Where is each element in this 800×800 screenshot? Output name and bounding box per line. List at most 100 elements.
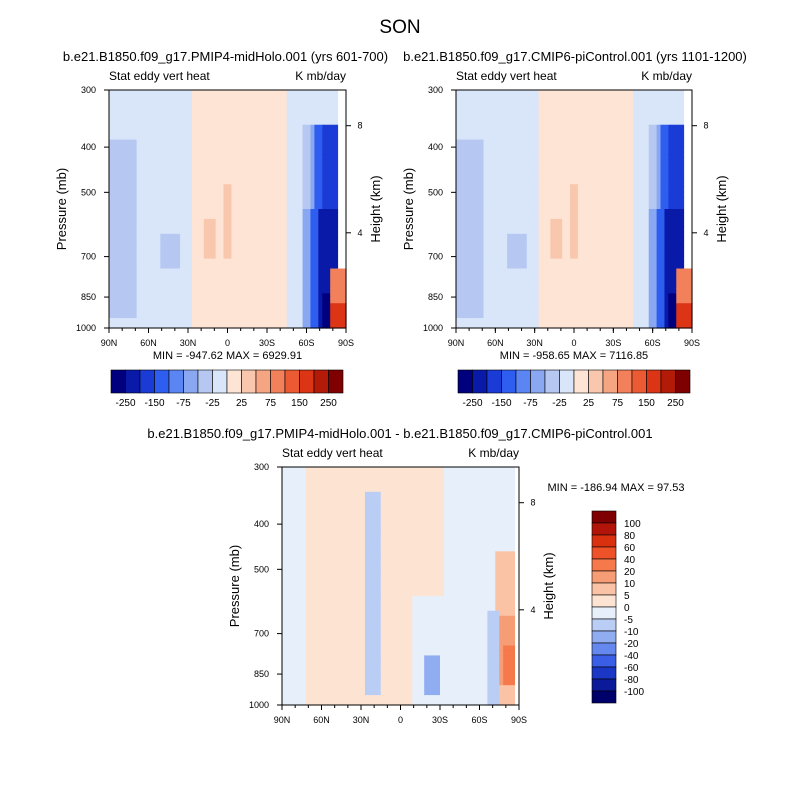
- heatmap-cell: [140, 154, 146, 161]
- heatmap-cell: [554, 308, 559, 314]
- heatmap-cell: [550, 313, 555, 319]
- heatmap-cell: [286, 323, 292, 329]
- heatmap-cell: [144, 283, 150, 289]
- heatmap-cell: [191, 293, 197, 299]
- heatmap-cell: [188, 228, 193, 235]
- heatmap-cell: [136, 204, 142, 210]
- heatmap-cell: [184, 114, 189, 121]
- heatmap-cell: [263, 174, 268, 180]
- heatmap-cell: [290, 213, 296, 220]
- heatmap-cell: [109, 288, 114, 294]
- heatmap-cell: [267, 228, 272, 235]
- heatmap-cell: [475, 154, 481, 161]
- heatmap-cell: [534, 94, 540, 101]
- heatmap-cell: [515, 303, 520, 309]
- heatmap-cell: [330, 313, 335, 319]
- heatmap-cell: [585, 318, 591, 324]
- heatmap-cell: [491, 179, 496, 185]
- heatmap-cell: [585, 154, 591, 161]
- heatmap-cell: [302, 94, 308, 101]
- heatmap-cell: [116, 228, 122, 235]
- heatmap-cell: [239, 273, 244, 280]
- heatmap-cell: [456, 104, 461, 111]
- heatmap-cell: [172, 263, 177, 270]
- heatmap-cell: [518, 99, 524, 106]
- heatmap-cell: [530, 184, 536, 190]
- heatmap-cell: [507, 273, 512, 280]
- heatmap-cell: [609, 104, 614, 111]
- heatmap-cell: [334, 318, 339, 324]
- heatmap-cell: [156, 139, 161, 146]
- heatmap-cell: [188, 189, 193, 195]
- heatmap-cell: [499, 308, 504, 314]
- heatmap-cell: [195, 318, 201, 324]
- heatmap-cell: [255, 303, 260, 309]
- heatmap-cell: [495, 268, 500, 275]
- heatmap-cell: [467, 109, 473, 116]
- heatmap-cell: [294, 238, 300, 245]
- heatmap-cell: [593, 258, 599, 265]
- heatmap-cell: [199, 248, 205, 255]
- heatmap-cell: [298, 248, 304, 255]
- heatmap-cell: [215, 243, 221, 250]
- heatmap-cell: [475, 268, 481, 275]
- heatmap-cell: [219, 104, 225, 111]
- heatmap-cell: [152, 248, 157, 255]
- heatmap-cell: [203, 174, 209, 180]
- heatmap-cell: [259, 288, 264, 294]
- heatmap-cell: [522, 273, 528, 280]
- heatmap-cell: [290, 149, 296, 156]
- heatmap-cell: [306, 243, 312, 250]
- heatmap-cell: [617, 313, 622, 319]
- heatmap-cell: [227, 144, 233, 151]
- heatmap-cell: [290, 293, 296, 299]
- heatmap-cell: [243, 104, 248, 111]
- heatmap-cell: [207, 169, 213, 175]
- heatmap-cell: [144, 99, 150, 106]
- heatmap-cell: [570, 114, 575, 121]
- heatmap-cell: [235, 303, 240, 309]
- heatmap-cell: [338, 228, 343, 235]
- heatmap-cell: [109, 204, 114, 210]
- heatmap-cell: [617, 318, 622, 324]
- heatmap-cell: [140, 174, 146, 180]
- heatmap-cell: [116, 184, 122, 190]
- heatmap-cell: [338, 144, 343, 151]
- heatmap-cell: [191, 159, 197, 165]
- heatmap-cell: [318, 164, 323, 170]
- heatmap-cell: [585, 169, 591, 175]
- heatmap-cell: [617, 298, 622, 304]
- heatmap-cell: [290, 179, 296, 185]
- heatmap-cell: [160, 174, 165, 180]
- heatmap-cell: [302, 313, 308, 319]
- heatmap-cell: [562, 228, 567, 235]
- heatmap-cell: [282, 114, 288, 121]
- heatmap-cell: [124, 308, 130, 314]
- heatmap-cell: [577, 323, 583, 329]
- heatmap-cell: [152, 164, 157, 170]
- heatmap-cell: [542, 283, 548, 289]
- heatmap-cell: [558, 94, 563, 101]
- heatmap-cell: [314, 253, 319, 260]
- heatmap-cell: [318, 218, 323, 225]
- heatmap-cell: [515, 293, 520, 299]
- heatmap-cell: [124, 213, 130, 220]
- heatmap-cell: [322, 184, 327, 190]
- heatmap-cell: [180, 204, 185, 210]
- heatmap-cell: [124, 199, 130, 205]
- heatmap-cell: [298, 318, 304, 324]
- heatmap-cell: [223, 213, 229, 220]
- heatmap-cell: [570, 139, 575, 146]
- heatmap-cell: [259, 119, 264, 126]
- heatmap-cell: [589, 189, 595, 195]
- heatmap-cell: [128, 318, 134, 324]
- heatmap-cell: [562, 218, 567, 225]
- heatmap-cell: [499, 144, 504, 151]
- heatmap-cell: [566, 179, 571, 185]
- heatmap-cell: [235, 119, 240, 126]
- heatmap-cell: [479, 213, 485, 220]
- heatmap-cell: [148, 253, 154, 260]
- heatmap-cell: [511, 228, 516, 235]
- heatmap-cell: [456, 258, 461, 265]
- heatmap-cell: [546, 169, 551, 175]
